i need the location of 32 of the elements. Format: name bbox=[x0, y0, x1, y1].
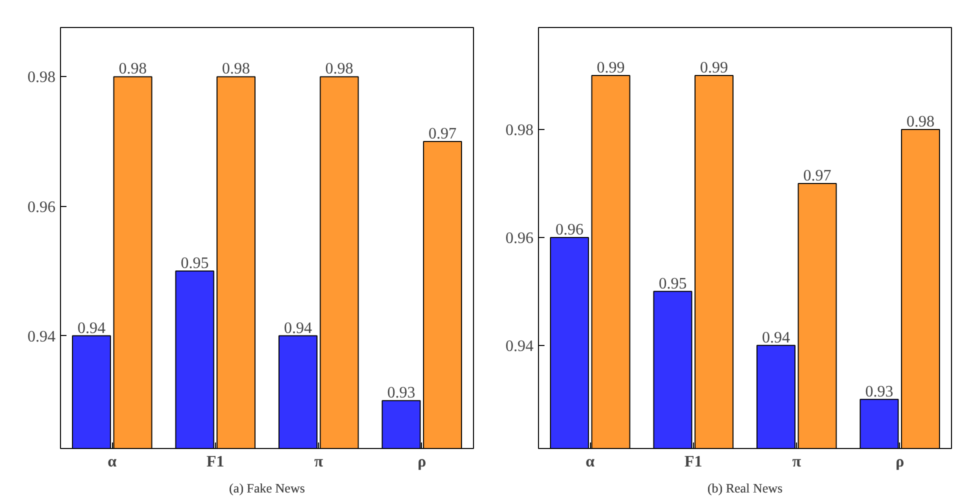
y-tick-label: 0.96 bbox=[506, 230, 534, 247]
x-tick-label: ρ bbox=[896, 454, 904, 470]
x-tick-label: π bbox=[792, 454, 802, 470]
y-tick-label: 0.98 bbox=[506, 122, 534, 140]
y-tick-label: 0.94 bbox=[28, 328, 56, 346]
x-tick-label: F1 bbox=[684, 454, 702, 470]
data-label: 0.98 bbox=[325, 60, 354, 78]
data-label: 0.98 bbox=[906, 114, 935, 131]
text: (a) Fake News bbox=[229, 480, 305, 496]
data-label: 0.96 bbox=[555, 221, 584, 238]
x-tick-label: ρ bbox=[418, 454, 426, 470]
x-tick-label: α bbox=[108, 454, 117, 470]
text: (b) Real News bbox=[707, 480, 783, 496]
y-tick-label: 0.98 bbox=[28, 69, 56, 86]
data-label: 0.98 bbox=[118, 60, 147, 78]
data-label: 0.95 bbox=[658, 275, 687, 292]
x-tick-label: F1 bbox=[206, 454, 224, 470]
y-tick-label: 0.94 bbox=[506, 338, 534, 355]
data-label: 0.93 bbox=[387, 384, 416, 402]
x-tick-label: π bbox=[314, 454, 324, 470]
data-label: 0.94 bbox=[77, 320, 106, 337]
x-tick-label: α bbox=[586, 454, 595, 470]
data-label: 0.94 bbox=[762, 329, 790, 346]
data-label: 0.97 bbox=[803, 167, 832, 184]
data-label: 0.99 bbox=[596, 60, 625, 77]
data-label: 0.97 bbox=[428, 125, 457, 142]
data-label: 0.93 bbox=[865, 383, 894, 400]
data-label: 0.94 bbox=[284, 320, 312, 337]
y-tick-label: 0.96 bbox=[28, 198, 56, 216]
data-label: 0.95 bbox=[180, 255, 209, 272]
data-label: 0.98 bbox=[222, 60, 250, 78]
data-label: 0.99 bbox=[700, 60, 728, 77]
